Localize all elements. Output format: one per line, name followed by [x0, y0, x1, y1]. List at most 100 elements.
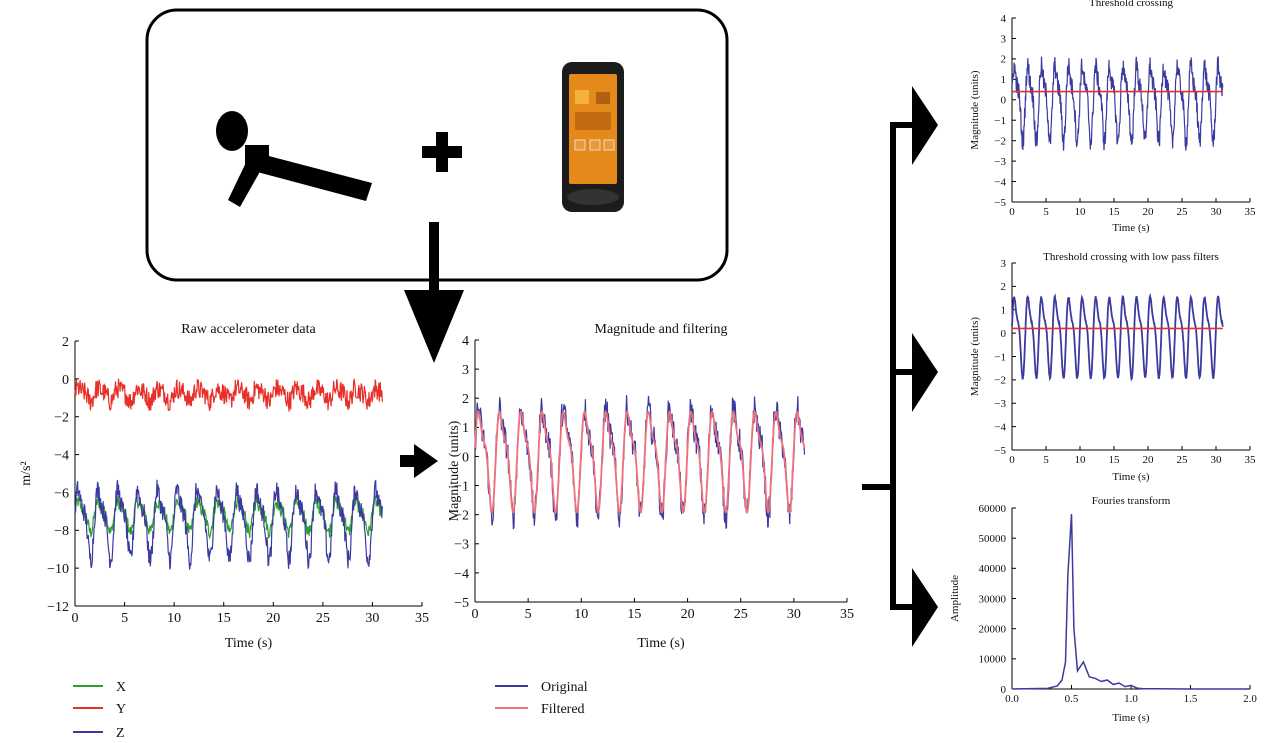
chart-fourier: Fouries transform Time (s) Amplitude 0.0 0.5…: [949, 495, 1257, 724]
x-tick-label: 5: [121, 611, 128, 626]
x-tick-label: 15: [1109, 206, 1121, 218]
x-tick-label: 10: [1075, 206, 1087, 218]
y-tick-label: 0: [62, 373, 69, 388]
x-tick-label: 2.0: [1243, 693, 1257, 705]
x-tick-label: 15: [1109, 454, 1121, 466]
x-axis-label: Time (s): [1112, 471, 1150, 483]
chart-title: Fouries transform: [1092, 495, 1171, 507]
y-tick-label: −2: [994, 375, 1006, 387]
chart-threshold-lp: Threshold crossing with low pass filters…: [969, 251, 1256, 483]
x-axis-label: Time (s): [1112, 712, 1150, 724]
fourier-series: [1011, 513, 1250, 690]
y-tick-label: −2: [994, 136, 1006, 148]
y-tick-label: 60000: [979, 503, 1007, 515]
x-tick-label: 35: [1245, 454, 1257, 466]
legend-original-label: Original: [541, 680, 588, 695]
y-tick-label: −5: [454, 596, 469, 611]
x-tick-label: 0: [1009, 206, 1015, 218]
y-tick-label: 1: [1001, 305, 1007, 317]
legend-x-label: X: [116, 680, 126, 695]
y-tick-label: 30000: [979, 593, 1007, 605]
y-tick-label: −5: [994, 445, 1006, 457]
x-tick-label: 35: [415, 611, 429, 626]
legend-filtered-label: Filtered: [541, 702, 585, 717]
y-tick-label: 4: [462, 334, 469, 349]
legend-y-label: Y: [116, 702, 126, 717]
x-tick-label: 20: [1143, 454, 1155, 466]
y-tick-label: 0: [462, 450, 469, 465]
series-filtered: [474, 410, 806, 515]
plus-icon: [422, 132, 462, 172]
x-tick-label: 25: [316, 611, 330, 626]
series-y: [74, 378, 383, 412]
series-filtered: [1011, 292, 1224, 382]
x-tick-label: 15: [217, 611, 231, 626]
x-tick-label: 20: [266, 611, 280, 626]
x-tick-label: 20: [681, 607, 695, 622]
push-up-person-icon: [216, 111, 372, 207]
x-tick-label: 0: [472, 607, 479, 622]
y-tick-label: −8: [54, 524, 69, 539]
x-tick-label: 1.0: [1124, 693, 1138, 705]
x-axis-label: Time (s): [1112, 222, 1150, 234]
series-original: [1011, 56, 1224, 151]
chart-magnitude: Magnitude and filtering Time (s) Magnitude…: [447, 322, 854, 651]
y-tick-label: 3: [1001, 258, 1007, 270]
y-tick-label: −4: [994, 421, 1006, 433]
x-tick-label: 25: [1177, 206, 1189, 218]
y-tick-label: −1: [994, 115, 1006, 127]
x-tick-label: 30: [365, 611, 379, 626]
arrow-right-raw-to-magnitude: [400, 444, 438, 478]
y-tick-label: 40000: [979, 563, 1007, 575]
y-tick-label: 2: [62, 335, 69, 350]
chart-title: Threshold crossing: [1089, 0, 1174, 9]
x-tick-label: 10: [167, 611, 181, 626]
y-tick-label: −2: [454, 509, 469, 524]
chart-title: Threshold crossing with low pass filters: [1043, 251, 1219, 263]
legend-z-label: Z: [116, 726, 125, 741]
x-tick-label: 30: [787, 607, 801, 622]
x-tick-label: 30: [1211, 206, 1223, 218]
branch-arrows: [862, 86, 938, 647]
x-tick-label: 15: [627, 607, 641, 622]
y-tick-label: 4: [1001, 13, 1007, 25]
y-tick-label: 2: [1001, 54, 1007, 66]
y-tick-label: −3: [994, 398, 1006, 410]
x-tick-label: 5: [1043, 454, 1049, 466]
y-tick-label: −3: [994, 156, 1006, 168]
x-tick-label: 5: [525, 607, 532, 622]
y-tick-label: 20000: [979, 624, 1007, 636]
chart-threshold: Threshold crossing Time (s) Magnitude (uni…: [969, 0, 1256, 234]
y-tick-label: −5: [994, 197, 1006, 209]
arrow-down: [404, 222, 464, 363]
y-tick-label: 50000: [979, 533, 1007, 545]
x-tick-label: 1.5: [1184, 693, 1198, 705]
y-tick-label: 2: [1001, 281, 1007, 293]
x-tick-label: 35: [840, 607, 854, 622]
x-tick-label: 10: [574, 607, 588, 622]
x-axis-label: Time (s): [637, 636, 685, 651]
smartphone-icon: [562, 62, 624, 212]
y-tick-label: −4: [454, 567, 469, 582]
x-tick-label: 0.5: [1065, 693, 1079, 705]
y-tick-label: −6: [54, 486, 69, 501]
y-axis-label: m/s²: [19, 461, 34, 485]
y-axis-label: Magnitude (units): [447, 420, 462, 521]
y-tick-label: −1: [454, 479, 469, 494]
y-tick-label: 3: [1001, 33, 1007, 45]
series-z: [74, 479, 383, 570]
x-tick-label: 20: [1143, 206, 1155, 218]
x-tick-label: 0: [1009, 454, 1015, 466]
y-tick-label: −4: [994, 176, 1006, 188]
x-tick-label: 5: [1043, 206, 1049, 218]
raw-legend: X Y Z: [73, 680, 126, 741]
x-axis-label: Time (s): [225, 636, 273, 651]
y-axis-label: Magnitude (units): [969, 317, 981, 396]
chart-title: Raw accelerometer data: [181, 322, 316, 337]
y-tick-label: 0: [1001, 95, 1007, 107]
x-tick-label: 10: [1075, 454, 1087, 466]
y-tick-label: −4: [54, 448, 69, 463]
y-axis-label: Amplitude: [949, 575, 961, 622]
y-tick-label: −12: [47, 600, 69, 615]
